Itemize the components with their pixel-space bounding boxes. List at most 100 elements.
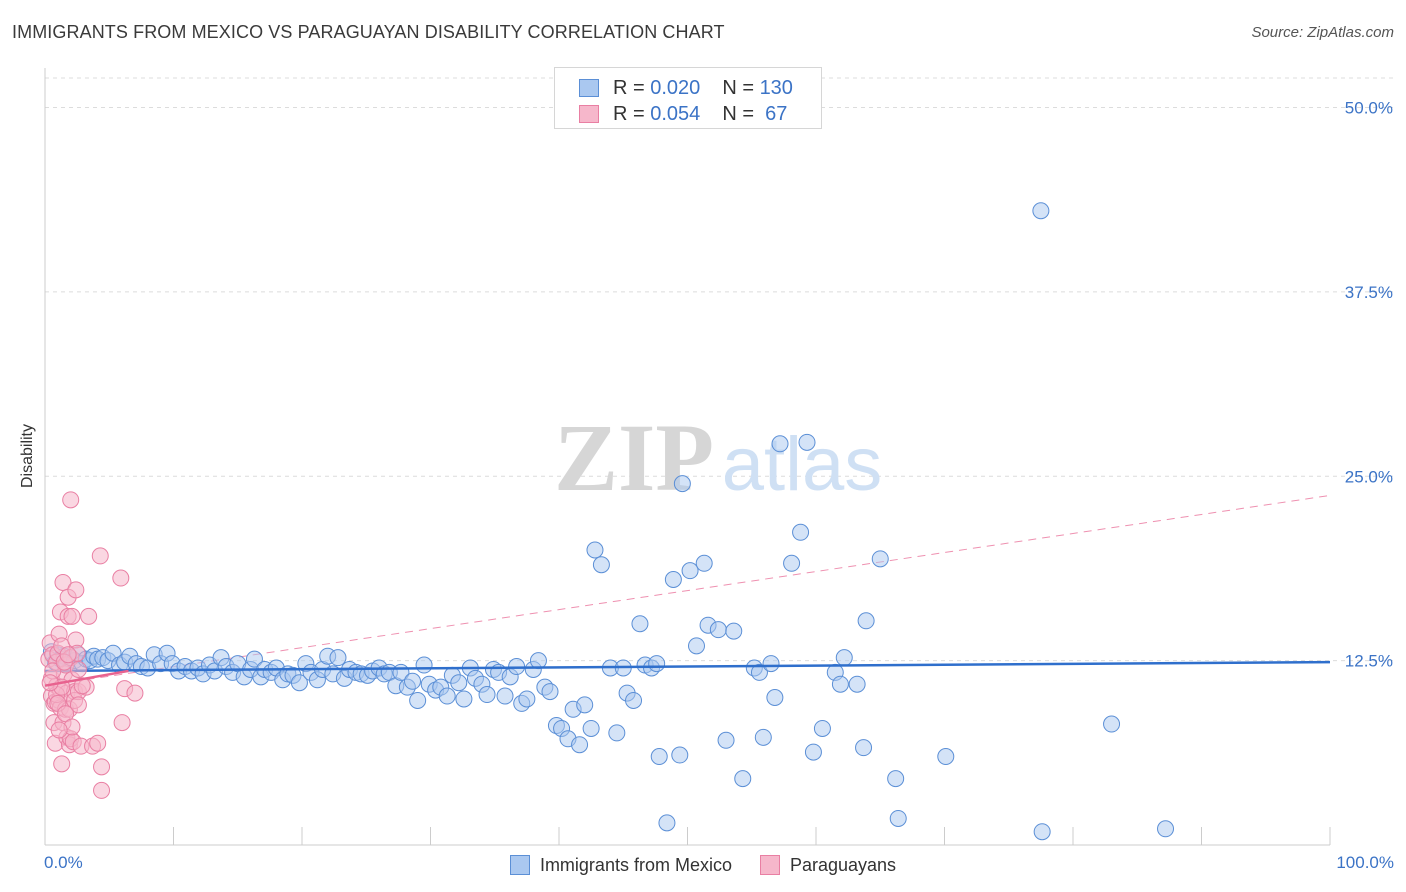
- data-point-paraguayan: [50, 721, 68, 739]
- data-point-mexico: [889, 809, 907, 827]
- data-point-paraguayan: [59, 646, 77, 664]
- data-point-mexico: [409, 691, 427, 709]
- legend-swatch-blue: [509, 855, 530, 875]
- data-point-mexico: [608, 724, 626, 742]
- series-legend: Immigrants from Mexico Paraguayans: [0, 852, 1406, 878]
- data-point-mexico: [695, 554, 713, 572]
- data-point-mexico: [529, 652, 547, 670]
- data-point-mexico: [750, 663, 768, 681]
- legend-label-mexico: Immigrants from Mexico: [539, 854, 732, 875]
- n-label: N =: [722, 76, 760, 99]
- data-point-mexico: [650, 748, 668, 765]
- data-point-mexico: [571, 736, 589, 754]
- data-point-mexico: [792, 523, 810, 541]
- data-point-mexico: [766, 689, 784, 706]
- x-tick-min: 0.0%: [44, 853, 83, 872]
- data-point-paraguayan: [73, 677, 91, 695]
- data-point-paraguayan: [89, 734, 107, 752]
- stats-legend: R = 0.020 N = 130 R = 0.054 N = 67: [554, 67, 822, 129]
- data-point-mexico: [576, 696, 594, 714]
- data-point-mexico: [586, 541, 604, 559]
- data-point-mexico: [857, 612, 875, 630]
- data-point-mexico: [717, 731, 735, 749]
- data-point-mexico: [415, 656, 433, 674]
- data-point-mexico: [835, 649, 853, 667]
- legend-label-paraguayans: Paraguayans: [789, 854, 897, 875]
- data-point-paraguayan: [112, 569, 130, 587]
- data-point-mexico: [725, 622, 743, 640]
- series-paraguayan-points: [40, 491, 144, 799]
- data-point-mexico: [245, 650, 263, 668]
- data-point-mexico: [734, 770, 752, 788]
- data-point-paraguayan: [113, 714, 131, 732]
- watermark-zip: ZIP: [554, 404, 714, 511]
- r-label: R =: [613, 102, 651, 125]
- data-point-mexico: [855, 739, 873, 757]
- data-point-mexico: [771, 435, 789, 453]
- trend-line-mexico: [44, 660, 1331, 673]
- data-point-mexico: [438, 687, 456, 705]
- data-point-mexico: [848, 675, 866, 693]
- data-point-mexico: [329, 649, 347, 667]
- data-point-mexico: [1032, 202, 1050, 220]
- data-point-mexico: [798, 433, 816, 451]
- y-tick-label: 50.0%: [1345, 99, 1393, 118]
- data-point-paraguayan: [126, 684, 144, 702]
- y-tick-labels: 12.5% 25.0% 37.5% 50.0%: [1345, 99, 1393, 671]
- r-value: 0.020: [650, 76, 701, 99]
- r-value: 0.054: [650, 102, 701, 125]
- data-point-mexico: [290, 674, 308, 692]
- data-point-mexico: [592, 556, 610, 574]
- data-point-mexico: [887, 770, 905, 788]
- legend-swatch-pink: [579, 105, 599, 123]
- data-point-mexico: [1033, 823, 1051, 841]
- data-point-mexico: [762, 655, 780, 673]
- data-point-mexico: [658, 814, 676, 832]
- data-point-mexico: [783, 554, 801, 572]
- data-point-paraguayan: [53, 755, 71, 773]
- y-tick-label: 37.5%: [1345, 283, 1393, 302]
- series-mexico-points: [42, 202, 1331, 841]
- data-point-mexico: [831, 675, 849, 693]
- y-tick-label: 25.0%: [1345, 467, 1393, 486]
- n-value: 67: [759, 102, 788, 125]
- data-point-mexico: [541, 683, 559, 701]
- data-point-mexico: [687, 637, 705, 655]
- data-point-paraguayan: [93, 758, 111, 776]
- data-point-mexico: [478, 686, 496, 704]
- legend-swatch-blue: [579, 79, 599, 97]
- data-point-paraguayan: [69, 660, 87, 678]
- trend-line-paraguayan: [44, 669, 129, 687]
- gridlines: [45, 77, 1395, 662]
- data-point-paraguayan: [91, 547, 109, 565]
- r-label: R =: [613, 76, 651, 99]
- n-label: N =: [722, 102, 760, 125]
- y-axis-label: Disability: [19, 423, 36, 489]
- legend-item-mexico[interactable]: Immigrants from Mexico: [509, 854, 732, 876]
- data-point-mexico: [625, 691, 643, 709]
- data-point-mexico: [664, 571, 682, 588]
- data-point-mexico: [496, 687, 514, 705]
- data-point-mexico: [1103, 715, 1121, 733]
- data-point-mexico: [709, 621, 727, 639]
- n-value: 130: [759, 76, 793, 99]
- data-point-paraguayan: [62, 491, 80, 509]
- data-point-mexico: [582, 719, 600, 737]
- data-point-paraguayan: [69, 696, 87, 714]
- data-point-mexico: [518, 690, 536, 708]
- data-point-paraguayan: [63, 607, 81, 625]
- legend-swatch-pink: [759, 855, 780, 875]
- data-point-mexico: [813, 719, 831, 737]
- legend-item-paraguayans[interactable]: Paraguayans: [759, 854, 897, 876]
- data-point-paraguayan: [67, 581, 85, 599]
- y-tick-label: 12.5%: [1345, 652, 1393, 671]
- data-point-mexico: [404, 672, 422, 690]
- data-point-mexico: [648, 655, 666, 673]
- watermark-atlas: atlas: [722, 422, 883, 507]
- source-label: Source: ZipAtlas.com: [1251, 24, 1394, 41]
- data-point-mexico: [937, 748, 955, 765]
- data-point-paraguayan: [80, 607, 98, 625]
- data-point-mexico: [754, 728, 772, 746]
- legend-row-mexico: R = 0.020 N = 130: [579, 76, 793, 100]
